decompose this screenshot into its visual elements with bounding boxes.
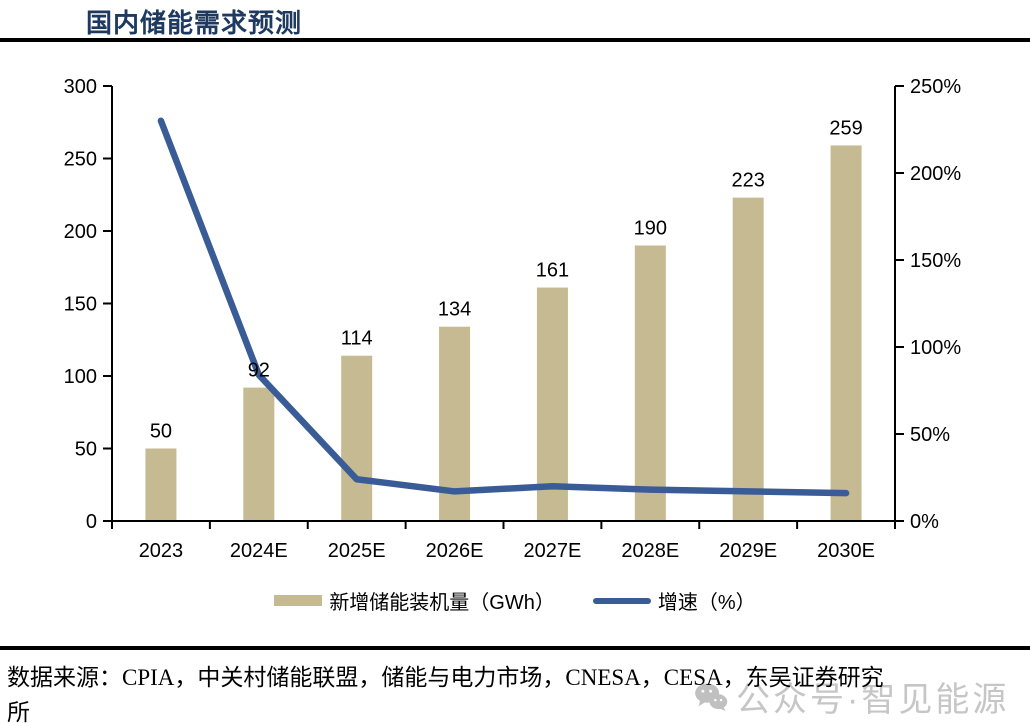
chart-title: 国内储能需求预测 bbox=[86, 9, 303, 38]
bar-2029E bbox=[732, 197, 764, 521]
x-label-2027E: 2027E bbox=[524, 540, 582, 562]
x-label-2025E: 2025E bbox=[328, 540, 386, 562]
right-tick-label: 50% bbox=[910, 424, 950, 446]
bar-2023 bbox=[145, 448, 177, 521]
right-tick-label: 150% bbox=[910, 250, 961, 272]
left-tick-label: 50 bbox=[75, 439, 97, 461]
bar-value-label: 161 bbox=[536, 260, 569, 282]
line-swatch-icon bbox=[592, 597, 651, 604]
x-label-2026E: 2026E bbox=[426, 540, 484, 562]
wechat-icon bbox=[695, 682, 728, 711]
bar-2027E bbox=[536, 287, 568, 521]
x-label-2028E: 2028E bbox=[621, 540, 679, 562]
bar-value-label: 92 bbox=[248, 360, 270, 382]
left-tick-label: 250 bbox=[64, 149, 97, 171]
bar-2030E bbox=[830, 145, 862, 521]
bar-value-label: 50 bbox=[150, 421, 172, 443]
bar-swatch-icon bbox=[274, 595, 323, 606]
bottom-divider bbox=[0, 646, 1030, 650]
bar-2025E bbox=[341, 355, 373, 521]
x-label-2029E: 2029E bbox=[719, 540, 777, 562]
top-divider bbox=[0, 38, 1030, 42]
right-tick-label: 100% bbox=[910, 337, 961, 359]
legend-item-bars: 新增储能装机量（GWh） bbox=[274, 586, 555, 615]
left-tick-label: 300 bbox=[64, 76, 97, 98]
source-text-line1: 数据来源：CPIA，中关村储能联盟，储能与电力市场，CNESA，CESA，东吴证… bbox=[7, 665, 884, 690]
bar-value-label: 134 bbox=[438, 299, 471, 321]
right-tick-label: 0% bbox=[910, 511, 939, 533]
chart-legend: 新增储能装机量（GWh） 增速（%） bbox=[0, 586, 1030, 615]
left-tick-label: 100 bbox=[64, 366, 97, 388]
source-text-line2: 所 bbox=[7, 700, 30, 723]
x-label-2024E: 2024E bbox=[230, 540, 288, 562]
x-label-2023: 2023 bbox=[139, 540, 184, 562]
bar-value-label: 190 bbox=[634, 218, 667, 240]
right-tick-label: 250% bbox=[910, 76, 961, 98]
watermark-text: 公众号·智见能源 bbox=[736, 681, 1010, 719]
bar-value-label: 114 bbox=[341, 328, 373, 350]
bar-value-label: 259 bbox=[829, 117, 862, 139]
legend-item-line: 增速（%） bbox=[592, 586, 756, 615]
right-tick-label: 200% bbox=[910, 163, 961, 185]
bar-2024E bbox=[243, 387, 275, 521]
legend-bar-label: 新增储能装机量（GWh） bbox=[329, 592, 555, 614]
legend-line-label: 增速（%） bbox=[657, 592, 756, 614]
x-label-2030E: 2030E bbox=[817, 540, 875, 562]
bar-2028E bbox=[634, 245, 666, 521]
bar-value-label: 223 bbox=[732, 170, 765, 192]
growth-line bbox=[157, 117, 850, 497]
left-tick-label: 150 bbox=[64, 294, 97, 316]
watermark: 公众号·智见能源 bbox=[694, 672, 1009, 721]
left-tick-label: 200 bbox=[64, 221, 97, 243]
left-tick-label: 0 bbox=[86, 511, 97, 533]
